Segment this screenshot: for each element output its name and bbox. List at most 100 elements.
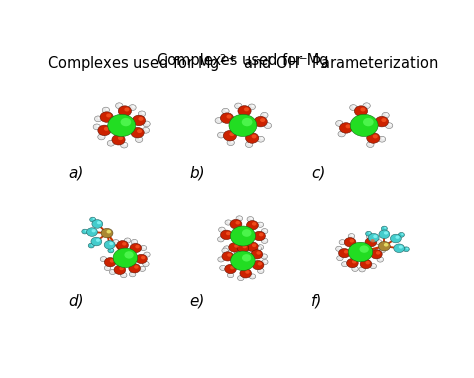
Circle shape xyxy=(384,243,388,246)
Circle shape xyxy=(94,116,102,122)
Circle shape xyxy=(246,142,253,147)
Circle shape xyxy=(230,266,235,270)
Circle shape xyxy=(247,217,254,222)
Circle shape xyxy=(264,239,267,241)
Circle shape xyxy=(220,113,234,123)
Text: b): b) xyxy=(190,166,205,181)
Circle shape xyxy=(124,107,129,112)
Circle shape xyxy=(378,136,386,142)
Circle shape xyxy=(119,104,122,106)
Circle shape xyxy=(350,105,357,110)
Circle shape xyxy=(137,129,142,133)
Circle shape xyxy=(339,240,346,245)
Circle shape xyxy=(117,241,128,250)
Circle shape xyxy=(146,253,149,255)
Circle shape xyxy=(264,123,272,129)
Circle shape xyxy=(132,105,135,108)
Circle shape xyxy=(261,238,268,243)
Circle shape xyxy=(238,104,241,106)
Circle shape xyxy=(236,221,240,225)
Circle shape xyxy=(222,108,229,114)
Circle shape xyxy=(131,239,137,245)
Circle shape xyxy=(227,115,231,119)
Circle shape xyxy=(229,114,257,136)
Circle shape xyxy=(220,230,232,240)
Circle shape xyxy=(348,242,373,262)
Circle shape xyxy=(222,248,228,253)
Circle shape xyxy=(82,229,88,234)
Circle shape xyxy=(140,245,147,251)
Text: e): e) xyxy=(190,294,205,309)
Circle shape xyxy=(373,264,375,266)
Circle shape xyxy=(251,105,254,107)
Circle shape xyxy=(219,119,221,121)
Circle shape xyxy=(136,254,147,263)
Circle shape xyxy=(365,238,377,247)
Circle shape xyxy=(104,240,115,249)
Circle shape xyxy=(230,273,233,275)
Circle shape xyxy=(109,242,113,245)
Circle shape xyxy=(142,267,145,269)
Circle shape xyxy=(346,124,351,129)
Circle shape xyxy=(382,118,386,122)
Circle shape xyxy=(366,104,369,106)
Circle shape xyxy=(222,228,224,230)
Circle shape xyxy=(138,111,146,117)
Circle shape xyxy=(348,234,355,239)
Circle shape xyxy=(251,250,263,259)
Circle shape xyxy=(116,103,123,108)
Circle shape xyxy=(227,253,232,257)
Circle shape xyxy=(252,275,255,277)
Circle shape xyxy=(261,229,268,234)
Circle shape xyxy=(352,260,356,263)
Circle shape xyxy=(228,273,234,278)
Circle shape xyxy=(341,132,344,134)
Circle shape xyxy=(382,249,384,251)
Circle shape xyxy=(254,116,267,127)
Circle shape xyxy=(107,140,115,146)
Circle shape xyxy=(256,251,261,255)
Circle shape xyxy=(230,226,255,246)
Circle shape xyxy=(380,258,383,260)
Circle shape xyxy=(339,121,342,124)
Circle shape xyxy=(389,124,392,126)
Circle shape xyxy=(114,265,126,274)
Circle shape xyxy=(142,112,145,114)
Circle shape xyxy=(132,273,135,274)
Circle shape xyxy=(344,250,348,254)
Text: f): f) xyxy=(311,294,322,309)
Circle shape xyxy=(120,142,128,148)
Circle shape xyxy=(259,233,264,236)
Circle shape xyxy=(92,218,95,220)
Circle shape xyxy=(112,270,115,272)
Circle shape xyxy=(370,263,376,269)
Circle shape xyxy=(135,245,140,248)
Circle shape xyxy=(103,257,106,259)
Circle shape xyxy=(91,237,102,246)
Circle shape xyxy=(90,217,96,222)
Circle shape xyxy=(98,125,111,136)
Circle shape xyxy=(261,269,263,271)
Circle shape xyxy=(403,247,410,252)
Circle shape xyxy=(218,257,224,262)
Circle shape xyxy=(375,116,389,127)
Circle shape xyxy=(230,219,242,229)
Circle shape xyxy=(225,264,237,274)
Circle shape xyxy=(363,103,370,108)
Circle shape xyxy=(102,107,109,113)
Circle shape xyxy=(104,257,116,267)
Circle shape xyxy=(260,245,263,248)
Circle shape xyxy=(141,256,146,259)
Text: Complexes used for Mg$^{2+}$ and OH$^{-}$ Parameterization: Complexes used for Mg$^{2+}$ and OH$^{-}… xyxy=(47,53,438,74)
Circle shape xyxy=(144,252,150,257)
Circle shape xyxy=(104,265,111,271)
Circle shape xyxy=(100,112,113,122)
Circle shape xyxy=(359,267,365,272)
Circle shape xyxy=(229,132,235,136)
Circle shape xyxy=(116,240,118,242)
Circle shape xyxy=(129,264,140,273)
Circle shape xyxy=(139,266,146,271)
Circle shape xyxy=(249,274,255,279)
Circle shape xyxy=(215,118,222,124)
Circle shape xyxy=(143,262,149,266)
